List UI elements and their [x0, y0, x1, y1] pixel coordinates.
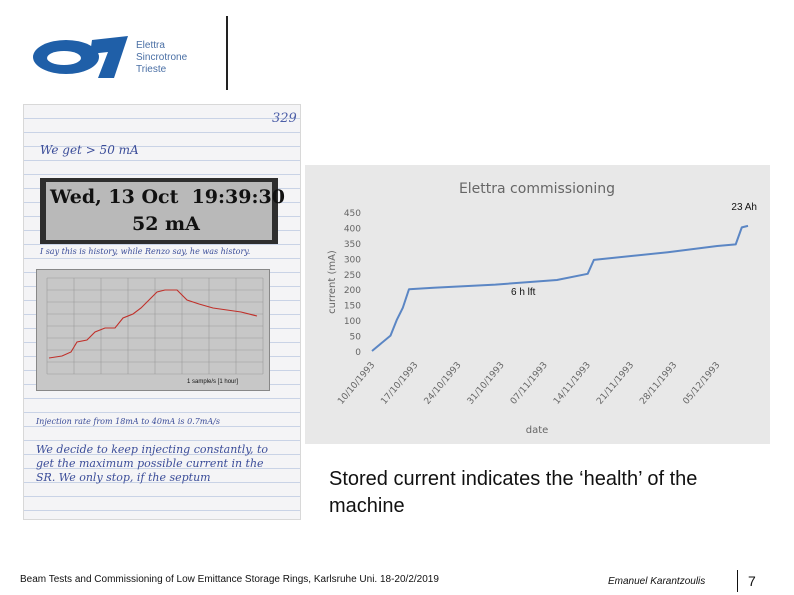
footer-author: Emanuel Karantzoulis [608, 576, 706, 587]
commissioning-chart-svg: Elettra commissioning 0 50 100 150 200 250 300 3… [327, 181, 757, 436]
display-current: 52 mA [132, 213, 200, 235]
note-injection: Injection rate from 18mA to 40mA is 0.7m… [36, 417, 220, 426]
chart-title: Elettra commissioning [459, 181, 615, 197]
logo-line-2: Sincrotrone [136, 52, 188, 63]
y-tick-label: 450 [344, 209, 361, 219]
elettra-logo-mark [33, 36, 128, 78]
x-tick-label: 17/10/1993 [379, 361, 420, 407]
elettra-logo [28, 30, 130, 84]
display-time: 19:39:30 [191, 186, 285, 208]
note-history: I say this is history, while Renzo say, … [40, 247, 251, 256]
logbook-page-number: 329 [272, 111, 297, 126]
footer-divider [737, 570, 738, 592]
note-we-get: We get > 50 mA [40, 143, 139, 157]
slide-caption: Stored current indicates the ‘health’ of… [329, 468, 698, 517]
strip-chart-photo: 1 sample/s [1 hour] [36, 269, 270, 391]
x-tick-label: 28/11/1993 [638, 361, 679, 407]
header-divider [226, 16, 228, 90]
x-tick-label: 05/12/1993 [681, 361, 722, 407]
x-axis-label: date [526, 425, 549, 436]
y-tick-label: 150 [344, 302, 361, 312]
note-decision: We decide to keep injecting constantly, … [36, 443, 269, 484]
strip-chart-trace [46, 277, 264, 375]
display-date: Wed, 13 Oct [50, 186, 179, 208]
logo-line-3: Trieste [136, 64, 167, 75]
y-tick-label: 350 [344, 240, 361, 250]
y-tick-label: 0 [355, 348, 361, 358]
x-tick-label: 07/11/1993 [509, 361, 550, 407]
x-tick-label: 24/10/1993 [423, 361, 464, 407]
annotation-6h-lft: 6 h lft [511, 287, 536, 298]
logo-line-1: Elettra [136, 40, 165, 51]
y-tick-label: 100 [344, 317, 361, 327]
y-tick-label: 400 [344, 224, 361, 234]
annotation-23ah: 23 Ah [731, 202, 757, 213]
y-tick-label: 250 [344, 271, 361, 281]
y-tick-label: 50 [350, 333, 362, 343]
current-display-photo: Wed, 13 Oct 19:39:30 52 mA [40, 178, 285, 244]
y-axis-label: current (mA) [327, 250, 338, 314]
strip-chart-label: 1 sample/s [1 hour] [187, 379, 239, 385]
logo-wordmark: Elettra Sincrotrone Trieste [136, 40, 187, 76]
commissioning-chart: Elettra commissioning 0 50 100 150 200 250 300 3… [305, 165, 770, 444]
x-tick-label: 31/10/1993 [466, 361, 507, 407]
x-tick-label: 10/10/1993 [336, 361, 377, 407]
display-datetime: Wed, 13 Oct 19:39:30 [50, 186, 285, 208]
x-tick-label: 21/11/1993 [595, 361, 636, 407]
series-line [371, 224, 749, 352]
logbook-page: 329 We get > 50 mA Wed, 13 Oct 19:39:30 … [23, 104, 301, 520]
slide-page-number: 7 [748, 573, 756, 589]
x-tick-label: 14/11/1993 [552, 361, 593, 407]
y-tick-label: 300 [344, 255, 361, 265]
y-tick-label: 200 [344, 286, 361, 296]
footer-event: Beam Tests and Commissioning of Low Emit… [20, 574, 439, 585]
